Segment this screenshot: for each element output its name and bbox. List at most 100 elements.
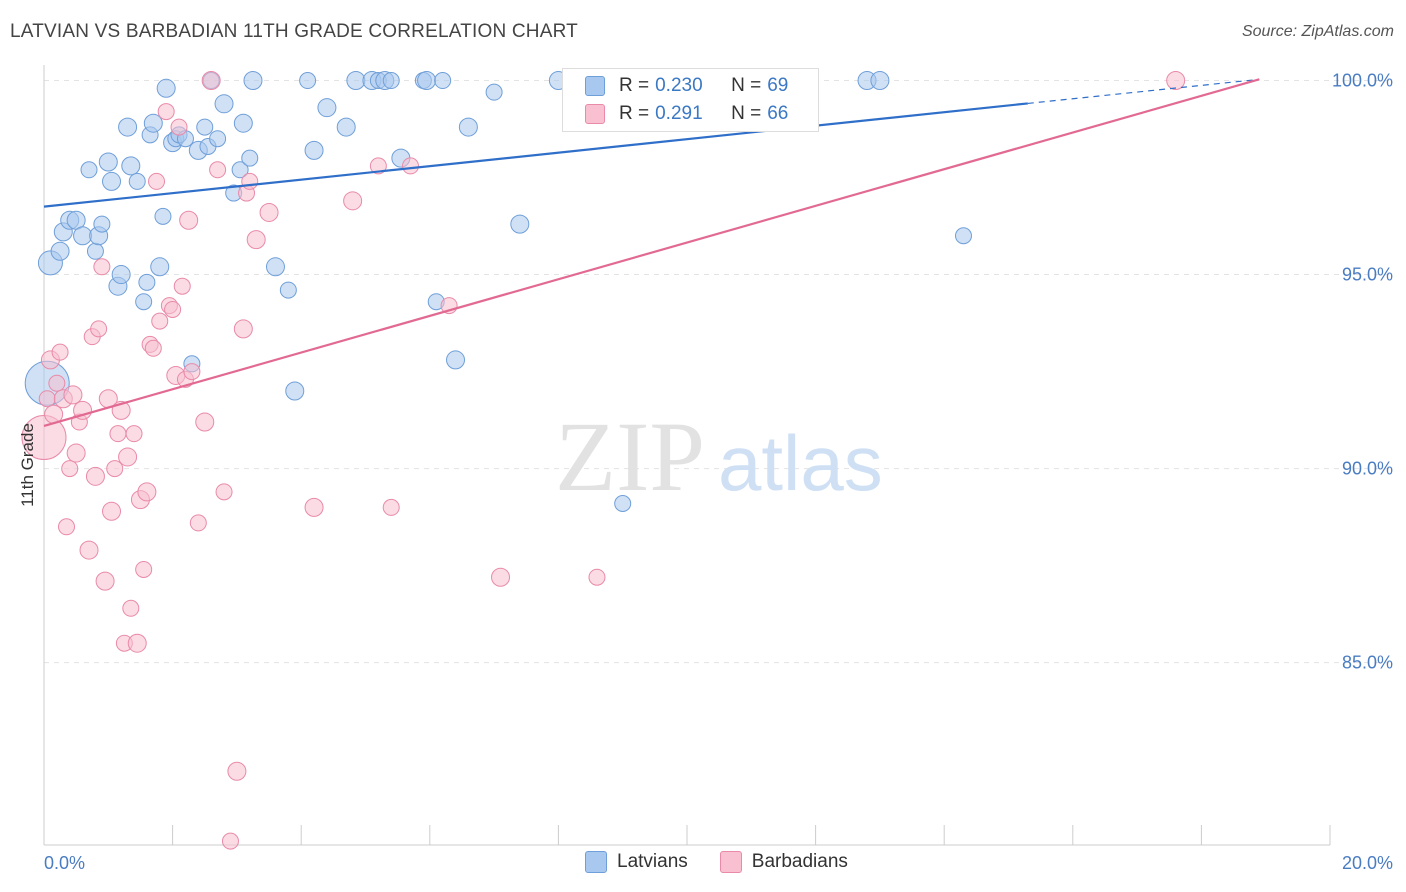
data-point: [417, 71, 437, 91]
data-point: [241, 172, 259, 190]
data-point: [336, 117, 356, 137]
stats-legend: R = 0.230 N = 69 R = 0.291 N = 66: [562, 68, 819, 132]
watermark: ZIP atlas: [555, 401, 883, 512]
data-point: [195, 412, 215, 432]
data-point: [85, 466, 105, 486]
data-point: [73, 400, 93, 420]
legend-r-label: R =: [619, 103, 650, 124]
data-point: [90, 320, 108, 338]
data-point: [137, 482, 157, 502]
data-point: [102, 171, 122, 191]
chart-title: LATVIAN VS BARBADIAN 11TH GRADE CORRELAT…: [10, 21, 578, 42]
y-tick-label: 85.0%: [1342, 653, 1393, 673]
tick-labels: 85.0% 90.0% 95.0% 100.0% 0.0% 20.0%: [44, 71, 1393, 873]
data-point: [150, 257, 170, 277]
data-point: [196, 118, 214, 136]
data-point: [259, 202, 279, 222]
data-point: [80, 161, 98, 179]
data-point: [125, 425, 143, 443]
data-point: [215, 483, 233, 501]
data-point: [106, 460, 124, 478]
data-point: [93, 258, 111, 276]
legend-swatch-barbadians: [719, 851, 742, 873]
data-point: [214, 94, 234, 114]
source-note: Source: ZipAtlas.com: [1241, 23, 1394, 40]
legend-r-value: 0.230: [655, 75, 703, 96]
data-point: [343, 191, 363, 211]
trend-line: [43, 102, 1028, 208]
data-point: [485, 83, 503, 101]
data-point: [346, 71, 366, 91]
legend-item-latvians[interactable]: Latvians: [585, 851, 688, 873]
x-tick-label: 20.0%: [1342, 853, 1393, 873]
data-point: [135, 293, 153, 311]
trend-line: [43, 78, 1260, 427]
data-point: [402, 157, 420, 175]
data-point: [1166, 71, 1186, 91]
data-point: [201, 71, 221, 91]
data-point: [434, 72, 452, 90]
watermark-atlas: atlas: [718, 419, 883, 507]
data-point: [109, 425, 127, 443]
legend-r-value: 0.291: [655, 103, 703, 124]
legend-item-barbadians[interactable]: Barbadians: [719, 851, 848, 873]
data-points: [21, 71, 1186, 850]
data-point: [58, 518, 76, 536]
data-point: [588, 568, 606, 586]
data-point: [614, 495, 632, 513]
data-point: [382, 498, 400, 516]
data-point: [179, 210, 199, 230]
data-point: [21, 415, 67, 461]
data-point: [157, 103, 175, 121]
data-point: [491, 567, 511, 587]
data-point: [128, 172, 146, 190]
series-legend: Latvians Barbadians: [585, 851, 880, 873]
data-point: [51, 343, 69, 361]
data-point: [38, 390, 56, 408]
data-point: [98, 152, 118, 172]
data-point: [154, 207, 172, 225]
data-point: [227, 761, 247, 781]
trend-lines: [43, 78, 1260, 427]
data-point: [304, 140, 324, 160]
data-point: [122, 599, 140, 617]
data-point: [170, 118, 188, 136]
data-point: [95, 571, 115, 591]
legend-row-latvians: R = 0.230 N = 69: [585, 73, 788, 99]
data-point: [870, 71, 890, 91]
data-point: [156, 78, 176, 98]
data-point: [299, 72, 317, 90]
data-point: [135, 560, 153, 578]
legend-n-value: 66: [767, 103, 789, 124]
data-point: [317, 98, 337, 118]
data-point: [151, 312, 169, 330]
trend-line-extension: [1027, 78, 1260, 105]
data-point: [304, 497, 324, 517]
data-point: [138, 273, 156, 291]
data-point: [369, 157, 387, 175]
data-point: [148, 172, 166, 190]
data-point: [285, 381, 305, 401]
data-point: [209, 161, 227, 179]
data-point: [265, 257, 285, 277]
data-point: [50, 241, 70, 261]
legend-label-latvians: Latvians: [617, 851, 688, 872]
legend-n-label: N =: [731, 103, 762, 124]
data-point: [86, 242, 104, 260]
data-point: [233, 113, 253, 133]
data-point: [118, 447, 138, 467]
data-point: [144, 339, 162, 357]
data-point: [63, 385, 83, 405]
data-point: [102, 501, 122, 521]
data-point: [231, 161, 249, 179]
legend-row-barbadians: R = 0.291 N = 66: [585, 101, 788, 127]
y-tick-label: 90.0%: [1342, 459, 1393, 479]
data-point: [246, 230, 266, 250]
data-point: [279, 281, 297, 299]
data-point: [48, 374, 66, 392]
legend-swatch-barbadians: [585, 104, 605, 124]
gridlines: [44, 80, 1390, 664]
legend-n-label: N =: [731, 75, 762, 96]
data-point: [164, 300, 182, 318]
